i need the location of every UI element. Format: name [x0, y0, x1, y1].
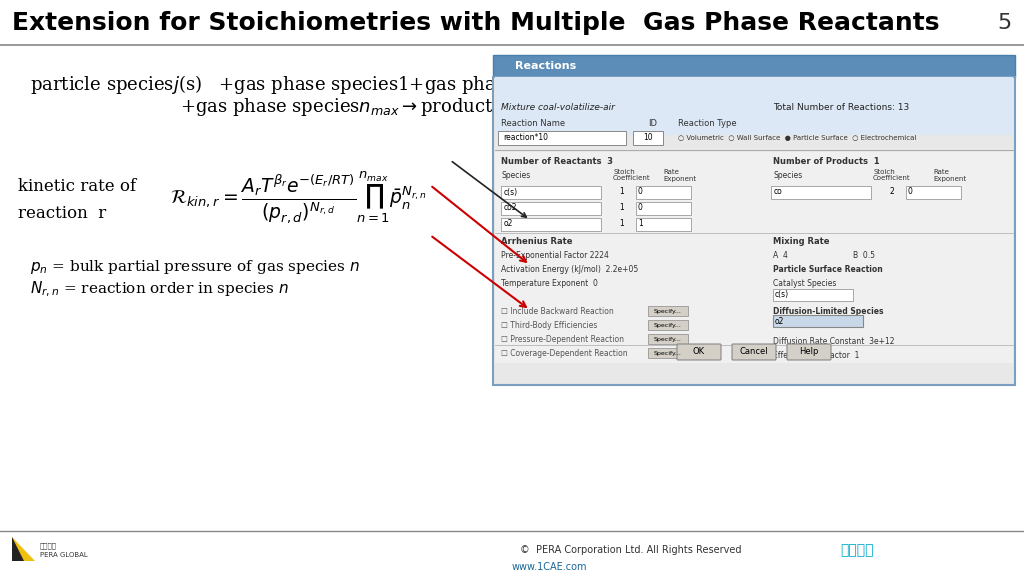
Text: Reaction Name: Reaction Name: [501, 118, 565, 128]
Bar: [648, 306, 688, 316]
Bar: [636, 186, 691, 199]
Text: co: co: [774, 187, 782, 197]
FancyBboxPatch shape: [493, 55, 1015, 77]
Text: Catalyst Species: Catalyst Species: [773, 278, 837, 288]
Text: 安世亚太
PERA GLOBAL: 安世亚太 PERA GLOBAL: [40, 542, 88, 558]
Text: $p_n$ = bulk partial pressure of gas species $n$: $p_n$ = bulk partial pressure of gas spe…: [30, 258, 360, 276]
Bar: [633, 131, 663, 145]
Text: Stoich
Coefficient: Stoich Coefficient: [873, 168, 910, 182]
Polygon shape: [12, 537, 35, 561]
FancyArrowPatch shape: [453, 162, 526, 217]
FancyArrowPatch shape: [432, 237, 526, 307]
Text: Species: Species: [501, 171, 530, 179]
Text: Extension for Stoichiometries with Multiple  Gas Phase Reactants: Extension for Stoichiometries with Multi…: [12, 11, 939, 35]
Text: ☐ Pressure-Dependent Reaction: ☐ Pressure-Dependent Reaction: [501, 335, 624, 343]
Bar: [0, 0, 1024, 45]
Text: Diffusion-Limited Species: Diffusion-Limited Species: [773, 306, 884, 316]
Text: 5: 5: [997, 13, 1012, 33]
Text: Cancel: Cancel: [739, 347, 768, 356]
Text: o2: o2: [775, 316, 784, 325]
Text: 仿真在线: 仿真在线: [840, 543, 873, 557]
FancyBboxPatch shape: [677, 344, 721, 360]
Text: Number of Products  1: Number of Products 1: [773, 156, 880, 166]
Text: Specify...: Specify...: [654, 351, 682, 355]
Text: Rate
Exponent: Rate Exponent: [663, 168, 696, 182]
Text: Specify...: Specify...: [654, 336, 682, 342]
Text: Total Number of Reactions: 13: Total Number of Reactions: 13: [773, 102, 909, 112]
Text: Specify...: Specify...: [654, 323, 682, 328]
Text: OK: OK: [693, 347, 706, 356]
Text: Species: Species: [773, 171, 802, 179]
FancyArrowPatch shape: [432, 187, 526, 262]
FancyBboxPatch shape: [493, 77, 1015, 385]
Text: 0: 0: [908, 187, 912, 197]
Text: Pre-Exponential Factor 2224: Pre-Exponential Factor 2224: [501, 251, 609, 259]
FancyBboxPatch shape: [787, 344, 831, 360]
Text: o2: o2: [504, 220, 513, 228]
Text: 1: 1: [618, 220, 624, 228]
Text: ○ Volumetric  ○ Wall Surface  ● Particle Surface  ○ Electrochemical: ○ Volumetric ○ Wall Surface ● Particle S…: [678, 135, 916, 141]
Text: reaction*10: reaction*10: [501, 132, 550, 141]
Text: Particle Surface Reaction: Particle Surface Reaction: [773, 264, 883, 274]
Text: $N_{r,n}$ = reaction order in species $n$: $N_{r,n}$ = reaction order in species $n…: [30, 279, 289, 298]
Bar: [648, 334, 688, 344]
Bar: [771, 186, 871, 199]
Text: Number of Reactants  3: Number of Reactants 3: [501, 156, 613, 166]
Text: kinetic rate of
reaction  r: kinetic rate of reaction r: [18, 178, 136, 222]
Text: co2: co2: [504, 204, 517, 213]
Text: Temperature Exponent  0: Temperature Exponent 0: [501, 278, 598, 288]
Text: Stoich
Coefficient: Stoich Coefficient: [613, 168, 650, 182]
Text: 1: 1: [618, 187, 624, 197]
Text: 1: 1: [618, 204, 624, 213]
Text: B  0.5: B 0.5: [853, 251, 874, 259]
Text: c(s): c(s): [775, 290, 790, 300]
Text: $\mathcal{R}_{kin,r}=\dfrac{A_rT^{\beta_r}e^{-(E_r/RT)}}{\left(p_{r,d}\right)^{N: $\mathcal{R}_{kin,r}=\dfrac{A_rT^{\beta_…: [170, 169, 427, 225]
Text: 10: 10: [643, 133, 652, 143]
Polygon shape: [12, 537, 24, 561]
FancyBboxPatch shape: [732, 344, 776, 360]
Text: ID: ID: [648, 118, 657, 128]
Text: ☐ Coverage-Dependent Reaction: ☐ Coverage-Dependent Reaction: [501, 348, 628, 358]
Text: Arrhenius Rate: Arrhenius Rate: [501, 237, 572, 247]
Text: 0: 0: [638, 204, 643, 213]
Text: 0: 0: [638, 187, 643, 197]
Text: Rate
Exponent: Rate Exponent: [933, 168, 966, 182]
Text: ©  PERA Corporation Ltd. All Rights Reserved: © PERA Corporation Ltd. All Rights Reser…: [520, 545, 741, 555]
Bar: [648, 320, 688, 330]
Text: reaction*10: reaction*10: [503, 133, 548, 143]
Text: Reactions: Reactions: [515, 61, 577, 71]
Bar: [773, 289, 853, 301]
Text: Activation Energy (kJ/mol)  2.2e+05: Activation Energy (kJ/mol) 2.2e+05: [501, 264, 638, 274]
Text: Mixture coal-volatilize-air: Mixture coal-volatilize-air: [501, 102, 614, 112]
Bar: [906, 186, 961, 199]
Bar: [498, 131, 626, 145]
Bar: [636, 202, 691, 215]
Text: A  4: A 4: [773, 251, 787, 259]
Text: +gas phase species$n_{max}$$\rightarrow$products: +gas phase species$n_{max}$$\rightarrow$…: [180, 96, 502, 118]
Text: Diffusion Rate Constant  3e+12: Diffusion Rate Constant 3e+12: [773, 336, 895, 346]
Bar: [648, 348, 688, 358]
Text: 1: 1: [638, 220, 643, 228]
Text: Help: Help: [800, 347, 818, 356]
Bar: [773, 315, 863, 327]
Text: Effectiveness Factor  1: Effectiveness Factor 1: [773, 351, 859, 359]
Text: particle species$j$(s)   +gas phase species1+gas phase species2+...: particle species$j$(s) +gas phase specie…: [30, 74, 632, 97]
Text: Specify...: Specify...: [654, 309, 682, 313]
Text: ☐ Third-Body Efficiencies: ☐ Third-Body Efficiencies: [501, 320, 597, 329]
Bar: [501, 186, 601, 199]
Text: c(s): c(s): [504, 187, 518, 197]
Text: ☐ Include Backward Reaction: ☐ Include Backward Reaction: [501, 306, 613, 316]
Text: www.1CAE.com: www.1CAE.com: [512, 562, 588, 572]
Text: 2: 2: [889, 187, 894, 197]
Bar: [636, 218, 691, 231]
Text: Mixing Rate: Mixing Rate: [773, 237, 829, 247]
Bar: [495, 152, 1013, 363]
Bar: [501, 202, 601, 215]
Text: Reaction Type: Reaction Type: [678, 118, 736, 128]
Bar: [501, 218, 601, 231]
Bar: [495, 77, 1013, 135]
